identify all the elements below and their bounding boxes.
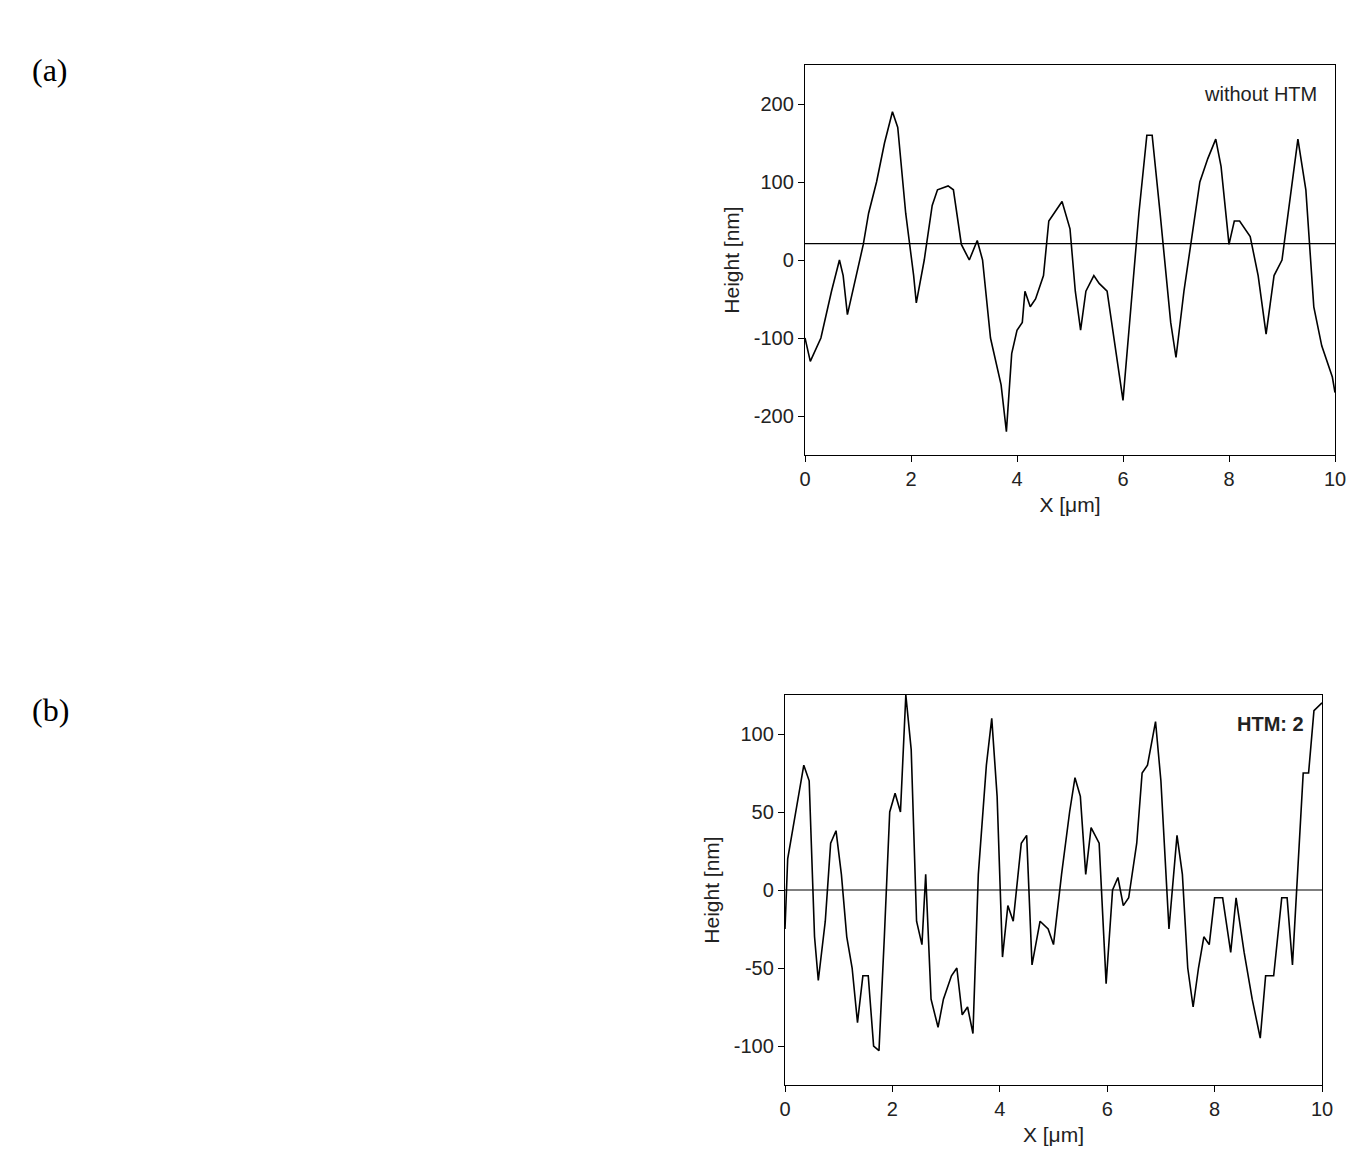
svg-text:6: 6 [1117, 468, 1128, 490]
svg-text:-100: -100 [754, 327, 794, 349]
svg-text:4: 4 [994, 1098, 1005, 1120]
svg-text:-100: -100 [734, 1035, 774, 1057]
svg-text:8: 8 [1223, 468, 1234, 490]
svg-text:10: 10 [1311, 1098, 1333, 1120]
svg-text:without HTM: without HTM [1204, 83, 1317, 105]
svg-text:2: 2 [887, 1098, 898, 1120]
svg-text:50: 50 [752, 801, 774, 823]
svg-text:HTM: 2: HTM: 2 [1237, 713, 1304, 735]
svg-text:(b): (b) [32, 692, 69, 728]
svg-text:Height [nm]: Height [nm] [720, 206, 743, 313]
svg-text:2: 2 [905, 468, 916, 490]
svg-text:0: 0 [779, 1098, 790, 1120]
svg-text:8: 8 [1209, 1098, 1220, 1120]
svg-text:100: 100 [760, 171, 793, 193]
svg-text:4: 4 [1011, 468, 1022, 490]
svg-text:10: 10 [1324, 468, 1346, 490]
svg-text:-200: -200 [754, 405, 794, 427]
svg-text:6: 6 [1102, 1098, 1113, 1120]
svg-text:0: 0 [783, 249, 794, 271]
svg-text:X [μm]: X [μm] [1023, 1123, 1084, 1146]
svg-text:Height [nm]: Height [nm] [700, 836, 723, 943]
svg-text:0: 0 [799, 468, 810, 490]
svg-text:0: 0 [763, 879, 774, 901]
svg-text:200: 200 [760, 93, 793, 115]
svg-text:X [μm]: X [μm] [1039, 493, 1100, 516]
svg-text:(a): (a) [32, 52, 68, 88]
svg-text:100: 100 [740, 723, 773, 745]
svg-text:-50: -50 [745, 957, 774, 979]
